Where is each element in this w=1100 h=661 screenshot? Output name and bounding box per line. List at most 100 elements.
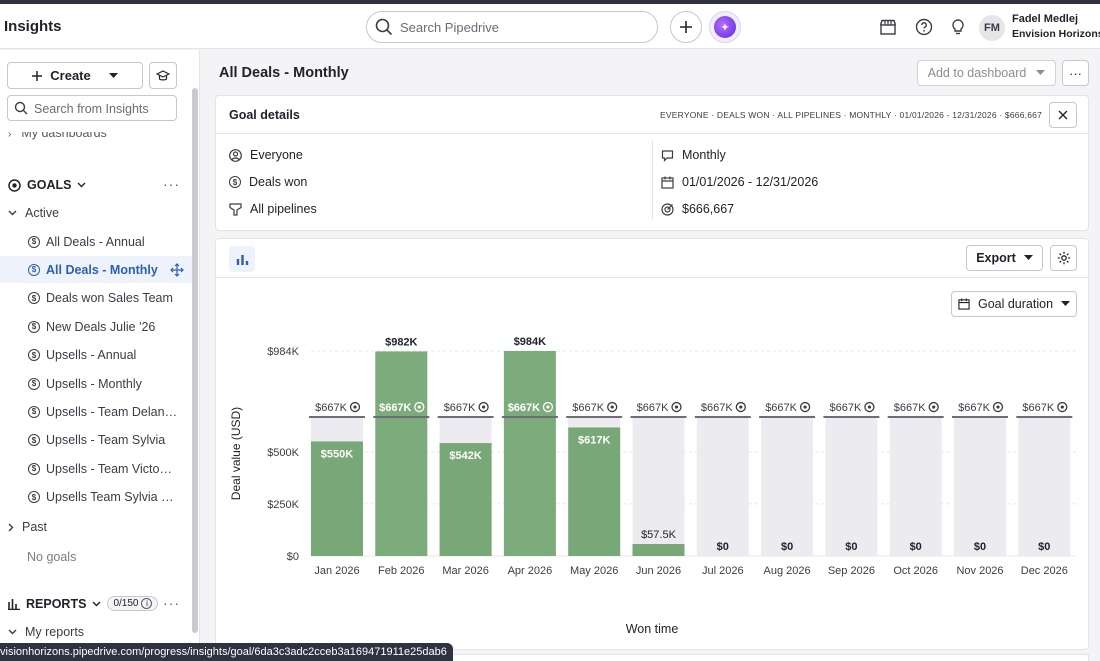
sidebar-goal-item[interactable]: $ Upsells - Team Victo…	[0, 455, 192, 482]
insights-sidebar: Create Search from Insights › My dashboar…	[0, 50, 200, 661]
goal-type-text: Deals won	[249, 175, 308, 189]
search-icon	[375, 18, 393, 36]
reports-section-header[interactable]: REPORTS 0/150 i	[8, 596, 159, 611]
x-tick-label: Sep 2026	[828, 565, 875, 577]
user-avatar[interactable]: FM	[979, 15, 1005, 41]
user-circle-icon	[229, 148, 242, 162]
goal-label: $667K	[829, 402, 861, 414]
sidebar-scrollbar[interactable]	[192, 88, 198, 633]
sidebar-goal-item[interactable]: $ All Deals - Annual	[0, 228, 192, 255]
sidebar-goal-item[interactable]: $ Upsells - Monthly	[0, 370, 192, 397]
goal-target-icon	[414, 401, 425, 413]
my-reports-group[interactable]: My reports	[8, 625, 84, 639]
data-label: $0	[781, 541, 793, 553]
reports-more-button[interactable]: ···	[163, 595, 180, 611]
sidebar-goal-item[interactable]: $ Upsells - Annual	[0, 342, 192, 369]
active-label: Active	[25, 206, 60, 220]
goal-target-icon-center	[417, 405, 421, 409]
sidebar-goal-item[interactable]: $ Upsells Team Sylvia …	[0, 484, 192, 511]
goal-label: $667K	[444, 402, 476, 414]
goal-target-area	[761, 417, 814, 556]
help-icon[interactable]	[914, 17, 934, 37]
global-search-input[interactable]: Search Pipedrive	[366, 11, 658, 43]
x-tick-label: Feb 2026	[378, 565, 424, 577]
goal-details-title: Goal details	[229, 108, 300, 122]
goal-assignee: Everyone	[229, 148, 303, 162]
data-label: $550K	[321, 448, 353, 460]
goal-summary-text: EVERYONE · DEALS WON · ALL PIPELINES · M…	[660, 110, 1042, 120]
my-dashboards-label: My dashboards	[21, 126, 107, 140]
user-name[interactable]: Fadel Medlej	[1012, 13, 1079, 25]
goal-target-icon-center	[867, 405, 872, 409]
chart-settings-button[interactable]	[1050, 245, 1077, 271]
dollar-icon: $	[28, 405, 40, 418]
tips-lightbulb-icon[interactable]	[948, 17, 968, 37]
goal-duration-select[interactable]: Goal duration	[951, 291, 1077, 317]
dollar-icon: $	[28, 349, 40, 362]
goal-target-area	[889, 417, 942, 556]
more-actions-button[interactable]: ···	[1062, 60, 1089, 86]
sidebar-goal-item[interactable]: $ Deals won Sales Team	[0, 285, 192, 312]
goal-target-icon	[8, 178, 21, 192]
reports-label: REPORTS	[26, 596, 87, 611]
goal-target-icon-center	[610, 405, 614, 409]
goal-target-icon-center	[1060, 405, 1064, 409]
data-label: $0	[845, 541, 857, 553]
chevron-down-icon	[8, 629, 17, 635]
dollar-icon: $	[28, 235, 40, 248]
sidebar-goal-item[interactable]: $ New Deals Julie '26	[0, 313, 192, 340]
chevron-right-icon: ›	[8, 129, 12, 140]
chart-header-divider	[216, 277, 1088, 278]
marketplace-icon[interactable]	[878, 17, 898, 37]
data-label: $542K	[449, 450, 481, 462]
goal-item-label: All Deals - Monthly	[46, 262, 158, 277]
details-divider	[652, 140, 653, 220]
goal-label: $667K	[315, 402, 347, 414]
insights-search-input[interactable]: Search from Insights	[7, 95, 177, 121]
goals-section-header[interactable]: GOALS	[8, 178, 86, 192]
bar	[568, 427, 621, 556]
learn-button[interactable]	[149, 62, 177, 89]
goal-target-icon	[864, 401, 875, 413]
search-icon	[14, 101, 28, 115]
close-goal-details-button[interactable]	[1049, 102, 1077, 128]
sidebar-item-my-dashboards[interactable]: › My dashboards	[8, 126, 107, 140]
user-company[interactable]: Envision Horizons	[1012, 28, 1100, 40]
add-to-dashboard-button[interactable]: Add to dashboard	[917, 60, 1056, 86]
graduation-cap-icon	[156, 69, 170, 80]
past-goals-group[interactable]: Past	[8, 520, 47, 534]
gear-icon	[1057, 251, 1070, 265]
sidebar-goal-item[interactable]: $ Upsells - Team Delan…	[0, 398, 192, 425]
export-button[interactable]: Export	[966, 245, 1043, 271]
top-bar: Insights Search Pipedrive ✦ FM Fadel Med…	[0, 4, 1100, 49]
chevron-right-icon	[8, 523, 14, 531]
y-tick-label: $0	[287, 551, 299, 563]
create-button[interactable]: Create	[7, 62, 143, 89]
x-tick-label: Dec 2026	[1021, 565, 1068, 577]
goal-target-icon-center	[803, 405, 807, 409]
goal-interval: Monthly	[661, 148, 726, 162]
goal-target-area	[632, 417, 685, 556]
goal-item-label: Deals won Sales Team	[46, 291, 173, 306]
active-goals-group[interactable]: Active	[8, 206, 59, 220]
chart-view-toggle[interactable]	[229, 246, 255, 272]
goal-target-icon-center	[482, 405, 486, 409]
dollar-icon: $	[28, 377, 40, 390]
move-drag-icon[interactable]	[169, 263, 184, 277]
goal-item-label: Upsells - Monthly	[46, 376, 142, 391]
goal-item-label: Upsells - Team Victo…	[46, 461, 172, 476]
sidebar-goal-item[interactable]: $ Upsells - Team Sylvia	[0, 427, 192, 454]
y-axis-label: Deal value (USD)	[229, 407, 243, 500]
goals-more-button[interactable]: ···	[163, 176, 180, 192]
page-title: All Deals - Monthly	[219, 65, 349, 81]
ai-assistant-button[interactable]: ✦	[709, 11, 741, 43]
goal-target: $666,667	[661, 202, 734, 216]
goal-target-area	[1018, 417, 1071, 556]
close-icon	[1058, 110, 1068, 120]
goal-target-icon	[799, 401, 811, 413]
x-tick-label: Mar 2026	[442, 565, 488, 577]
goal-target-icon	[735, 401, 746, 413]
quick-add-button[interactable]	[670, 11, 702, 43]
sparkle-icon: ✦	[714, 16, 736, 38]
sidebar-goal-item[interactable]: $ All Deals - Monthly	[0, 256, 192, 284]
